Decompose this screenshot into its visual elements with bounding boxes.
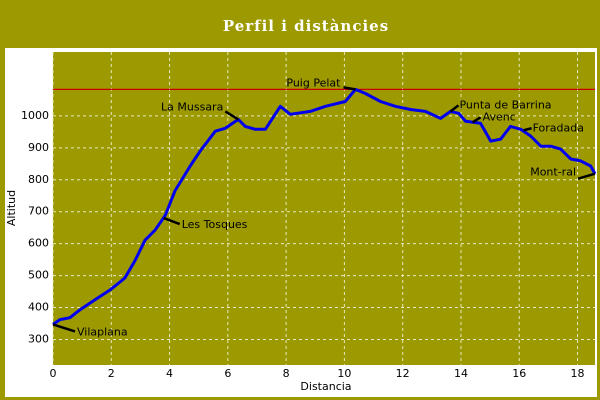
chart-title: Perfil i distàncies <box>223 17 389 35</box>
annotation-label: Les Tosques <box>182 218 248 231</box>
y-tick-label: 1000 <box>21 109 49 122</box>
plot-area <box>53 52 595 365</box>
annotation-leader <box>163 216 181 226</box>
x-tick-label: 14 <box>454 367 468 380</box>
x-axis-label: Distancia <box>300 380 351 393</box>
x-tick-label: 6 <box>224 367 231 380</box>
annotation-label: Punta de Barrina <box>459 98 551 111</box>
annotation-leader <box>52 323 76 333</box>
x-tick-label: 8 <box>283 367 290 380</box>
annotation-label: Foradada <box>533 121 584 134</box>
x-tick-label: 18 <box>571 367 585 380</box>
annotation-leader <box>224 110 239 121</box>
annotation-label: La Mussara <box>161 100 223 113</box>
y-axis-label: Altitud <box>5 190 18 226</box>
annotation-label: Puig Pelat <box>286 76 341 89</box>
x-tick-label: 12 <box>396 367 410 380</box>
x-tick-label: 4 <box>166 367 173 380</box>
annotation-label: Avenc <box>483 110 516 123</box>
annotation-label: Vilaplana <box>77 325 128 338</box>
x-tick-label: 16 <box>512 367 526 380</box>
annotation-leader <box>471 116 482 124</box>
profile-line <box>52 87 597 326</box>
x-tick-label: 2 <box>108 367 115 380</box>
y-tick-label: 900 <box>28 141 49 154</box>
annotation-leader <box>449 104 460 113</box>
x-tick-label: 10 <box>337 367 351 380</box>
y-tick-label: 500 <box>28 269 49 282</box>
annotation-leader <box>577 172 596 180</box>
x-tick-label: 0 <box>50 367 57 380</box>
y-tick-label: 800 <box>28 173 49 186</box>
annotation-leader <box>343 86 356 91</box>
y-tick-label: 600 <box>28 237 49 250</box>
y-tick-label: 400 <box>28 301 49 314</box>
y-tick-label: 700 <box>28 205 49 218</box>
y-tick-label: 300 <box>28 332 49 345</box>
annotation-label: Mont-ral <box>530 166 576 179</box>
annotation-leader <box>523 127 532 132</box>
